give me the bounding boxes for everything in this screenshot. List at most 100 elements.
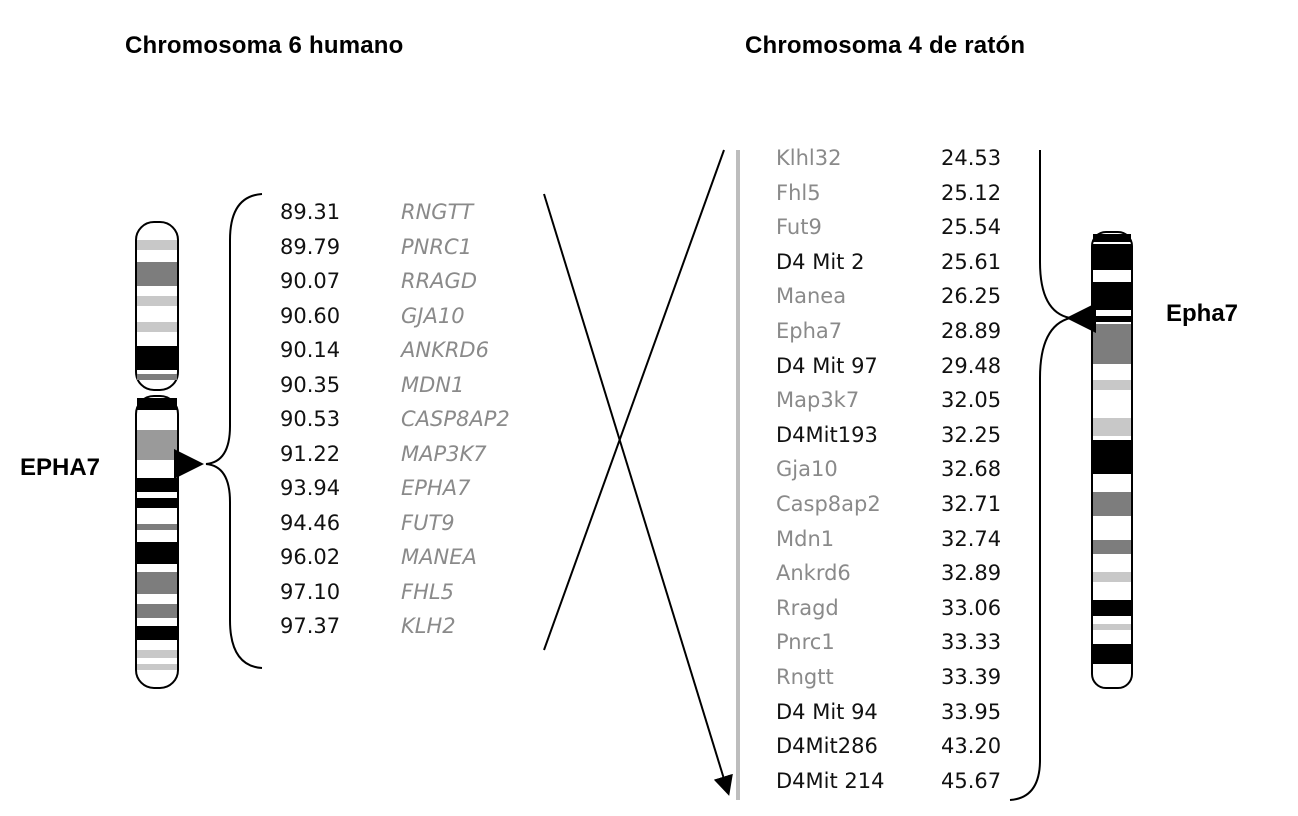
human-gene-name: FHL5 <box>401 579 454 604</box>
human-gene-position: 94.46 <box>280 510 341 535</box>
human-gene-name: MANEA <box>401 545 477 569</box>
mouse-gene-position: 32.68 <box>941 457 1002 482</box>
mouse-gene-row: D4Mit286 43.20 <box>776 729 1046 763</box>
mouse-gene-row: Klhl32 24.53 <box>776 141 1046 175</box>
mouse-region-brace <box>1009 150 1071 801</box>
mouse-gene-row: Rragd 33.06 <box>776 591 1046 625</box>
human-gene-row: 90.53 CASP8AP2 <box>280 402 580 436</box>
mouse-gene-row: Gja10 32.68 <box>776 452 1046 486</box>
mouse-chromosome-ideogram <box>1066 231 1133 689</box>
mouse-gene-row: Manea 26.25 <box>776 279 1046 313</box>
mouse-gene-name: Gja10 <box>776 457 838 482</box>
human-gene-name: CASP8AP2 <box>401 407 510 431</box>
human-gene-row: 96.02 MANEA <box>280 540 580 574</box>
mouse-gene-row: D4 Mit 97 29.48 <box>776 349 1046 383</box>
mouse-gene-name: Mdn1 <box>776 526 835 551</box>
human-gene-name: ANKRD6 <box>401 338 489 362</box>
human-gene-row: 89.31 RNGTT <box>280 195 580 229</box>
mouse-gene-position: 33.95 <box>941 699 1002 724</box>
human-gene-name: GJA10 <box>401 303 465 328</box>
human-gene-row: 97.10 FHL5 <box>280 575 580 609</box>
mouse-gene-position: 25.12 <box>941 180 1002 205</box>
human-gene-name: RRAGD <box>401 269 477 293</box>
human-gene-position: 97.37 <box>280 614 341 638</box>
human-gene-name: KLH2 <box>401 614 456 638</box>
mouse-gene-name: Manea <box>776 284 847 309</box>
mouse-gene-row: Rngtt 33.39 <box>776 660 1046 694</box>
mouse-gene-position: 33.39 <box>941 665 1002 689</box>
mouse-gene-row: D4 Mit 94 33.95 <box>776 695 1046 729</box>
human-gene-position: 96.02 <box>280 545 341 569</box>
human-region-brace <box>205 193 263 669</box>
human-gene-position: 90.53 <box>280 407 341 431</box>
mouse-gene-position: 25.61 <box>941 249 1002 274</box>
mouse-gene-name: Fut9 <box>776 215 822 240</box>
mouse-gene-name: Pnrc1 <box>776 630 835 655</box>
mouse-gene-row: Pnrc1 33.33 <box>776 625 1046 659</box>
mouse-gene-row: D4Mit 214 45.67 <box>776 764 1046 798</box>
synteny-line-down <box>543 193 733 796</box>
mouse-gene-position: 28.89 <box>941 319 1002 343</box>
human-gene-position: 91.22 <box>280 441 341 466</box>
mouse-gene-position: 25.54 <box>941 215 1002 240</box>
mouse-gene-position: 26.25 <box>941 284 1002 309</box>
human-gene-name: EPHA7 <box>401 476 471 500</box>
human-gene-position: 90.14 <box>280 338 341 362</box>
mouse-gene-name: Epha7 <box>776 319 843 343</box>
human-chromosome-title: Chromosoma 6 humano <box>125 32 404 59</box>
mouse-gene-name: Fhl5 <box>776 180 821 205</box>
mouse-gene-row: Epha7 28.89 <box>776 314 1046 348</box>
human-gene-row: 90.07 RRAGD <box>280 264 580 298</box>
human-gene-position: 90.60 <box>280 303 341 328</box>
human-gene-row: 93.94 EPHA7 <box>280 471 580 505</box>
mouse-gene-position: 32.89 <box>941 561 1002 586</box>
mouse-gene-row: D4Mit193 32.25 <box>776 418 1046 452</box>
mouse-epha7-label: Epha7 <box>1166 300 1239 327</box>
mouse-gene-name: Rragd <box>776 595 839 620</box>
human-chromosome-ideogram <box>135 221 204 689</box>
mouse-gene-row: Fut9 25.54 <box>776 210 1046 244</box>
human-gene-row: 90.14 ANKRD6 <box>280 333 580 367</box>
mouse-gene-row: Map3k7 32.05 <box>776 383 1046 417</box>
mouse-gene-position: 24.53 <box>941 146 1002 170</box>
mouse-gene-name: Rngtt <box>776 665 834 689</box>
human-gene-row: 90.35 MDN1 <box>280 368 580 402</box>
human-gene-position: 93.94 <box>280 476 341 500</box>
mouse-marker-name: D4 Mit 2 <box>776 249 865 274</box>
human-gene-position: 90.35 <box>280 372 341 397</box>
mouse-gene-row: Mdn1 32.74 <box>776 522 1046 556</box>
mouse-gene-position: 29.48 <box>941 353 1002 378</box>
human-gene-position: 90.07 <box>280 269 341 293</box>
mouse-gene-row: Ankrd6 32.89 <box>776 556 1046 590</box>
mouse-chromosome-title: Chromosoma 4 de ratón <box>745 32 1026 59</box>
mouse-gene-position: 43.20 <box>941 734 1002 759</box>
synteny-line-up <box>543 149 725 651</box>
human-gene-name: RNGTT <box>401 200 474 224</box>
mouse-gene-position: 33.33 <box>941 630 1002 655</box>
mouse-gene-position: 32.71 <box>941 492 1002 516</box>
human-gene-name: FUT9 <box>401 510 455 535</box>
human-gene-position: 89.79 <box>280 234 341 259</box>
mouse-marker-name: D4Mit286 <box>776 734 878 759</box>
mouse-gene-row: Fhl5 25.12 <box>776 176 1046 210</box>
human-gene-row: 91.22 MAP3K7 <box>280 437 580 471</box>
mouse-marker-name: D4Mit193 <box>776 422 878 447</box>
mouse-marker-name: D4 Mit 97 <box>776 353 878 378</box>
mouse-marker-name: D4 Mit 94 <box>776 699 878 724</box>
human-gene-name: MAP3K7 <box>401 441 487 466</box>
mouse-gene-name: Klhl32 <box>776 146 842 170</box>
mouse-gene-name: Casp8ap2 <box>776 492 881 516</box>
mouse-gene-position: 32.05 <box>941 388 1002 413</box>
mouse-gene-name: Ankrd6 <box>776 561 851 586</box>
mouse-gene-position: 32.25 <box>941 422 1002 447</box>
human-gene-name: MDN1 <box>401 372 465 397</box>
human-epha7-label: EPHA7 <box>20 454 101 481</box>
mouse-gene-row: D4 Mit 2 25.61 <box>776 245 1046 279</box>
human-gene-row: 89.79 PNRC1 <box>280 230 580 264</box>
mouse-gene-position: 32.74 <box>941 526 1002 551</box>
human-gene-row: 97.37 KLH2 <box>280 609 580 643</box>
human-gene-row: 90.60 GJA10 <box>280 299 580 333</box>
human-gene-name: PNRC1 <box>401 234 472 259</box>
mouse-gene-row: Casp8ap2 32.71 <box>776 487 1046 521</box>
mouse-gene-position: 33.06 <box>941 595 1002 620</box>
